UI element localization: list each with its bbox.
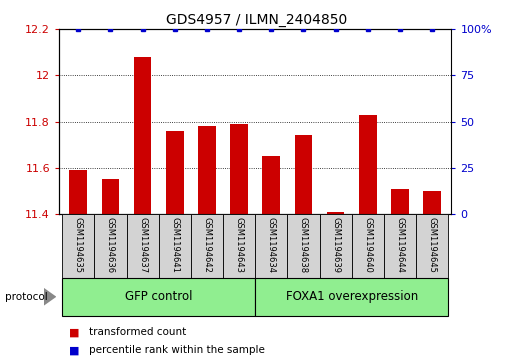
Bar: [191, 214, 223, 278]
Bar: [423, 191, 441, 214]
Bar: [416, 214, 448, 278]
Bar: [62, 214, 94, 278]
Text: GSM1194643: GSM1194643: [234, 217, 244, 273]
Text: GSM1194637: GSM1194637: [138, 217, 147, 273]
Bar: [102, 179, 120, 214]
Text: ■: ■: [69, 345, 80, 355]
Text: FOXA1 overexpression: FOXA1 overexpression: [286, 290, 418, 303]
Text: GSM1194642: GSM1194642: [203, 217, 211, 273]
Bar: [391, 189, 409, 214]
Bar: [359, 115, 377, 214]
Bar: [69, 170, 87, 214]
Bar: [327, 212, 345, 214]
Bar: [255, 278, 448, 316]
Bar: [166, 131, 184, 214]
Bar: [384, 214, 416, 278]
Text: GSM1194640: GSM1194640: [363, 217, 372, 273]
Bar: [255, 214, 287, 278]
Text: GSM1194635: GSM1194635: [74, 217, 83, 273]
Bar: [134, 57, 151, 214]
Bar: [94, 214, 127, 278]
Bar: [263, 156, 280, 214]
Text: GSM1194645: GSM1194645: [428, 217, 437, 273]
Text: GDS4957 / ILMN_2404850: GDS4957 / ILMN_2404850: [166, 13, 347, 27]
Bar: [223, 214, 255, 278]
Bar: [62, 278, 255, 316]
Bar: [352, 214, 384, 278]
Text: GSM1194641: GSM1194641: [170, 217, 180, 273]
Bar: [294, 135, 312, 214]
Text: GSM1194634: GSM1194634: [267, 217, 276, 273]
Text: GSM1194636: GSM1194636: [106, 217, 115, 273]
Text: GFP control: GFP control: [125, 290, 192, 303]
Text: protocol: protocol: [5, 292, 48, 302]
Bar: [198, 126, 216, 214]
Text: GSM1194638: GSM1194638: [299, 217, 308, 273]
Bar: [230, 124, 248, 214]
Bar: [127, 214, 159, 278]
Polygon shape: [44, 287, 56, 306]
Bar: [159, 214, 191, 278]
Text: ■: ■: [69, 327, 80, 337]
Text: GSM1194639: GSM1194639: [331, 217, 340, 273]
Bar: [287, 214, 320, 278]
Text: transformed count: transformed count: [89, 327, 186, 337]
Text: GSM1194644: GSM1194644: [396, 217, 404, 273]
Text: percentile rank within the sample: percentile rank within the sample: [89, 345, 265, 355]
Bar: [320, 214, 352, 278]
